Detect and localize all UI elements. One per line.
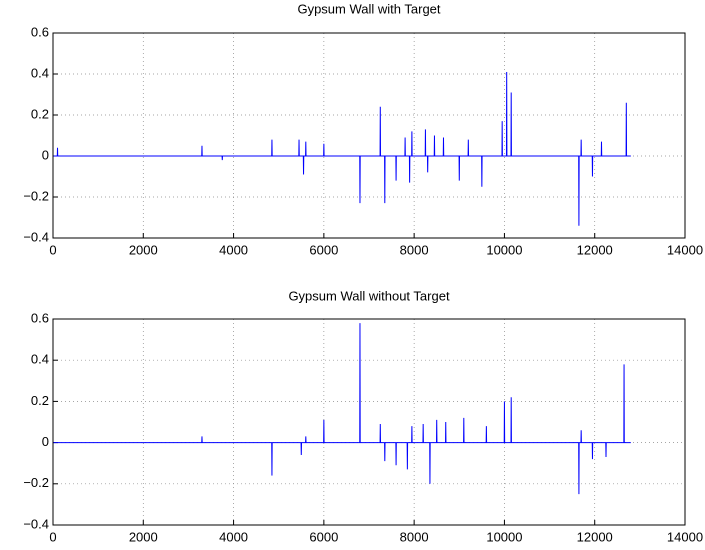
y-tick-label: −0.2 (23, 188, 49, 203)
x-tick-label: 10000 (486, 242, 522, 257)
x-tick-label: 12000 (577, 529, 613, 544)
x-tick-label: 4000 (219, 242, 248, 257)
y-tick-label: 0.4 (31, 352, 49, 367)
x-tick-label: 0 (49, 529, 56, 544)
x-tick-label: 14000 (667, 242, 703, 257)
x-tick-label: 4000 (219, 529, 248, 544)
signal-line (53, 323, 631, 495)
y-tick-label: −0.4 (23, 516, 49, 531)
axes-frame (52, 318, 686, 526)
y-tick-label: 0.2 (31, 393, 49, 408)
y-tick-label: −0.2 (23, 475, 49, 490)
y-tick-label: 0.4 (31, 65, 49, 80)
signal-line (53, 71, 631, 226)
chart-title: Gypsum Wall with Target (297, 1, 440, 16)
x-tick-label: 8000 (400, 242, 429, 257)
x-tick-label: 6000 (309, 242, 338, 257)
axes-background (53, 33, 685, 238)
x-tick-label: 2000 (129, 529, 158, 544)
chart-title: Gypsum Wall without Target (288, 288, 450, 303)
y-tick-label: 0.6 (31, 24, 49, 39)
x-tick-label: 2000 (129, 242, 158, 257)
y-tick-label: 0.2 (31, 106, 49, 121)
y-tick-label: 0 (42, 434, 49, 449)
x-tick-label: 14000 (667, 529, 703, 544)
x-tick-label: 12000 (577, 242, 613, 257)
y-tick-label: 0 (42, 147, 49, 162)
x-tick-label: 0 (49, 242, 56, 257)
x-tick-label: 8000 (400, 529, 429, 544)
y-tick-label: −0.4 (23, 229, 49, 244)
axes-background (53, 319, 685, 525)
y-tick-label: 0.6 (31, 310, 49, 325)
x-tick-label: 6000 (309, 529, 338, 544)
axes-frame (52, 32, 686, 239)
x-tick-label: 10000 (486, 529, 522, 544)
